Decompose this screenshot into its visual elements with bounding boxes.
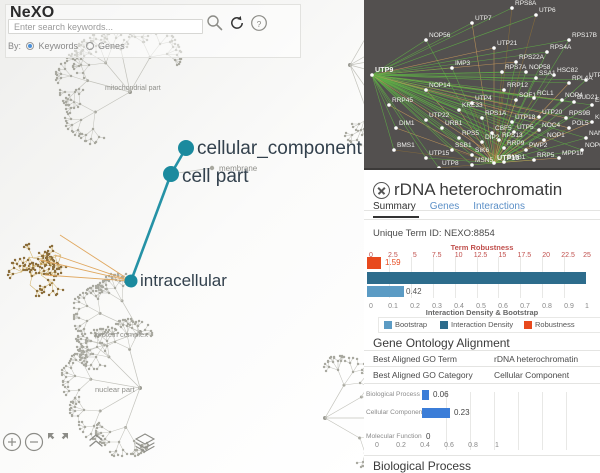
svg-text:BMS1: BMS1 (397, 142, 415, 149)
svg-text:MPP10: MPP10 (562, 150, 584, 157)
svg-text:cellular_component: cellular_component (197, 138, 362, 159)
svg-text:UTP21: UTP21 (497, 40, 518, 47)
svg-text:RRP12: RRP12 (507, 82, 528, 89)
svg-text:RPS17B: RPS17B (572, 32, 597, 39)
svg-text:RCL1: RCL1 (537, 90, 554, 97)
svg-text:UTP18: UTP18 (515, 114, 536, 121)
svg-text:RPS13: RPS13 (502, 132, 523, 139)
svg-text:?: ? (257, 19, 262, 29)
svg-text:RPS9B: RPS9B (569, 110, 590, 117)
svg-text:intracellular: intracellular (140, 271, 227, 290)
svg-text:UTP15: UTP15 (429, 150, 450, 157)
svg-text:mitochondrial part: mitochondrial part (105, 85, 161, 92)
svg-text:SOF1: SOF1 (519, 92, 536, 99)
svg-text:SIK6: SIK6 (475, 147, 489, 154)
svg-text:protein complex: protein complex (95, 330, 148, 339)
svg-text:NOP56: NOP56 (429, 32, 451, 39)
svg-text:NOP14: NOP14 (429, 82, 451, 89)
svg-text:RRP45: RRP45 (392, 97, 413, 104)
svg-text:NOC4: NOC4 (542, 122, 560, 129)
svg-text:POL5: POL5 (572, 120, 589, 127)
svg-text:MSN5: MSN5 (475, 157, 493, 164)
svg-text:UTP13: UTP13 (589, 72, 600, 79)
svg-text:ENP1: ENP1 (595, 97, 600, 104)
svg-text:UTP10: UTP10 (497, 153, 519, 162)
svg-text:NOP1: NOP1 (547, 132, 565, 139)
svg-text:RPS1A: RPS1A (485, 110, 507, 117)
svg-text:CBF5: CBF5 (495, 125, 512, 132)
svg-text:DIM1: DIM1 (399, 120, 415, 127)
svg-text:PWP2: PWP2 (529, 142, 548, 149)
svg-text:NOP6: NOP6 (585, 142, 600, 149)
svg-text:NAN1: NAN1 (589, 130, 600, 137)
svg-text:membrane: membrane (219, 164, 258, 173)
svg-text:UTP6: UTP6 (539, 7, 556, 14)
svg-text:RRP5: RRP5 (537, 152, 555, 159)
svg-text:UTP9: UTP9 (375, 65, 393, 74)
svg-text:SSA1: SSA1 (539, 70, 556, 77)
svg-text:RRP9: RRP9 (507, 140, 525, 147)
svg-text:URB1: URB1 (445, 120, 463, 127)
svg-text:UTP8: UTP8 (442, 160, 459, 167)
svg-text:RPS5: RPS5 (462, 130, 479, 137)
svg-text:UTP22: UTP22 (429, 112, 450, 119)
svg-text:UTP20: UTP20 (542, 109, 563, 116)
svg-text:UTP7: UTP7 (475, 15, 492, 22)
svg-text:UTP4: UTP4 (475, 95, 492, 102)
svg-text:SSB1: SSB1 (455, 142, 472, 149)
svg-text:nuclear part: nuclear part (95, 385, 136, 394)
svg-text:HSC82: HSC82 (557, 67, 578, 74)
svg-text:RPS22A: RPS22A (519, 54, 545, 61)
svg-text:DIP2: DIP2 (485, 134, 500, 141)
svg-text:UTP5: UTP5 (517, 124, 534, 131)
svg-text:RPS4A: RPS4A (550, 44, 572, 51)
svg-text:IMP3: IMP3 (455, 60, 471, 67)
svg-text:KRE33: KRE33 (462, 102, 483, 109)
svg-text:RPS7A: RPS7A (505, 64, 527, 71)
svg-text:KRI1: KRI1 (595, 114, 600, 121)
svg-text:RPS8A: RPS8A (515, 0, 537, 7)
